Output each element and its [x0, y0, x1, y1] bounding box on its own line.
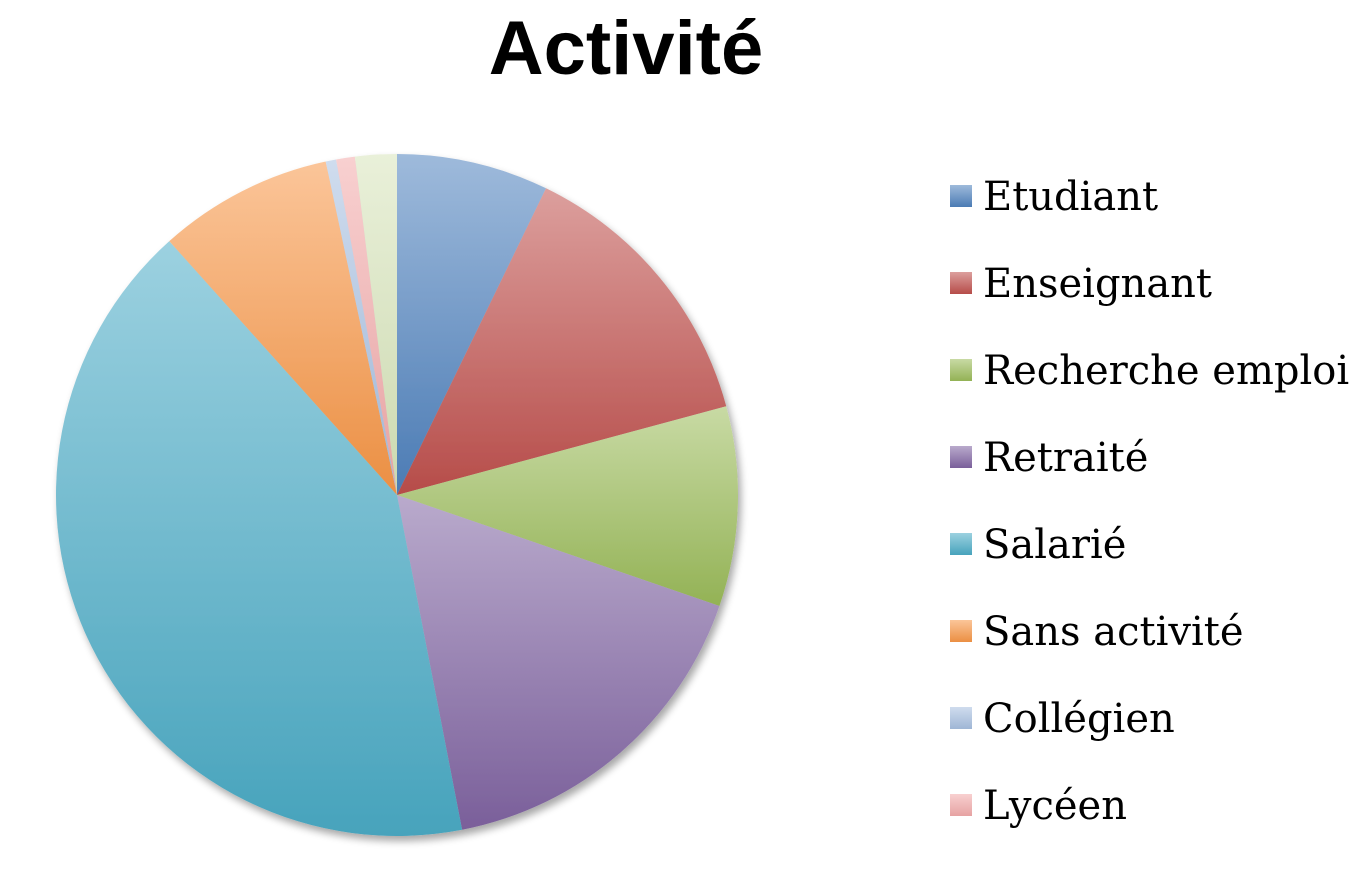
pie-slice-collegien: [325, 159, 397, 496]
legend-label-sans-activite: Sans activité: [983, 609, 1244, 655]
legend-label-lyceen: Lycéen: [983, 783, 1127, 829]
legend-swatch-etudiant: [950, 185, 972, 207]
legend-swatch-collegien: [950, 707, 972, 729]
legend-swatch-retraite: [950, 446, 972, 468]
pie-slice-enseignant: [397, 188, 727, 496]
pie-slice-unlabeled-8: [354, 154, 397, 495]
legend-swatch-sans-activite: [950, 620, 972, 642]
pie-slice-etudiant: [397, 154, 547, 495]
pie-slice-sans-activite: [169, 161, 397, 496]
legend-label-retraite: Retraité: [983, 435, 1148, 481]
legend-swatch-lyceen: [950, 794, 972, 816]
pie-slice-salarie: [55, 241, 463, 837]
pie-slice-lyceen: [336, 156, 397, 495]
legend: Etudiant Enseignant Recherche emploi Retrai…: [950, 174, 1349, 829]
legend-label-recherche-emploi: Recherche emploi: [983, 348, 1349, 394]
pie-slice-recherche-emploi: [397, 406, 738, 606]
pie: [55, 154, 738, 837]
legend-label-etudiant: Etudiant: [983, 174, 1158, 220]
legend-swatch-salarie: [950, 533, 972, 555]
legend-label-salarie: Salarié: [983, 522, 1126, 568]
legend-label-collegien: Collégien: [983, 696, 1175, 742]
chart-title: Activité: [489, 6, 764, 91]
legend-swatch-enseignant: [950, 272, 972, 294]
legend-swatch-recherche-emploi: [950, 359, 972, 381]
legend-label-enseignant: Enseignant: [983, 261, 1212, 307]
pie-slice-retraite: [397, 495, 720, 830]
